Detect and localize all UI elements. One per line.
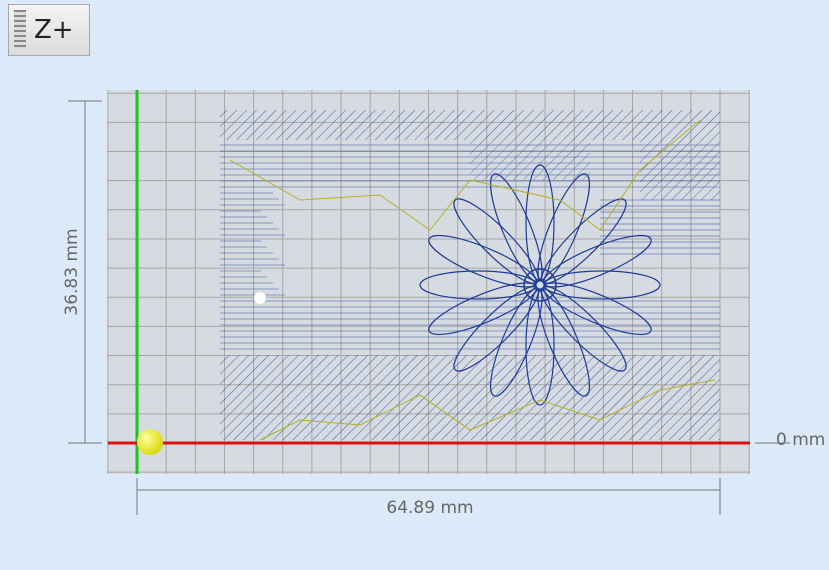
- page: Z+ 36.83 mm 64.89 mm 0 mm (() => { const…: [0, 0, 829, 570]
- origin-label: 0 mm: [776, 430, 825, 450]
- start-point: [254, 292, 266, 304]
- width-label: 64.89 mm: [386, 498, 473, 518]
- height-label: 36.83 mm: [62, 228, 82, 315]
- toolpath-preview: 36.83 mm 64.89 mm 0 mm: [0, 0, 829, 570]
- tool-head: [137, 429, 163, 455]
